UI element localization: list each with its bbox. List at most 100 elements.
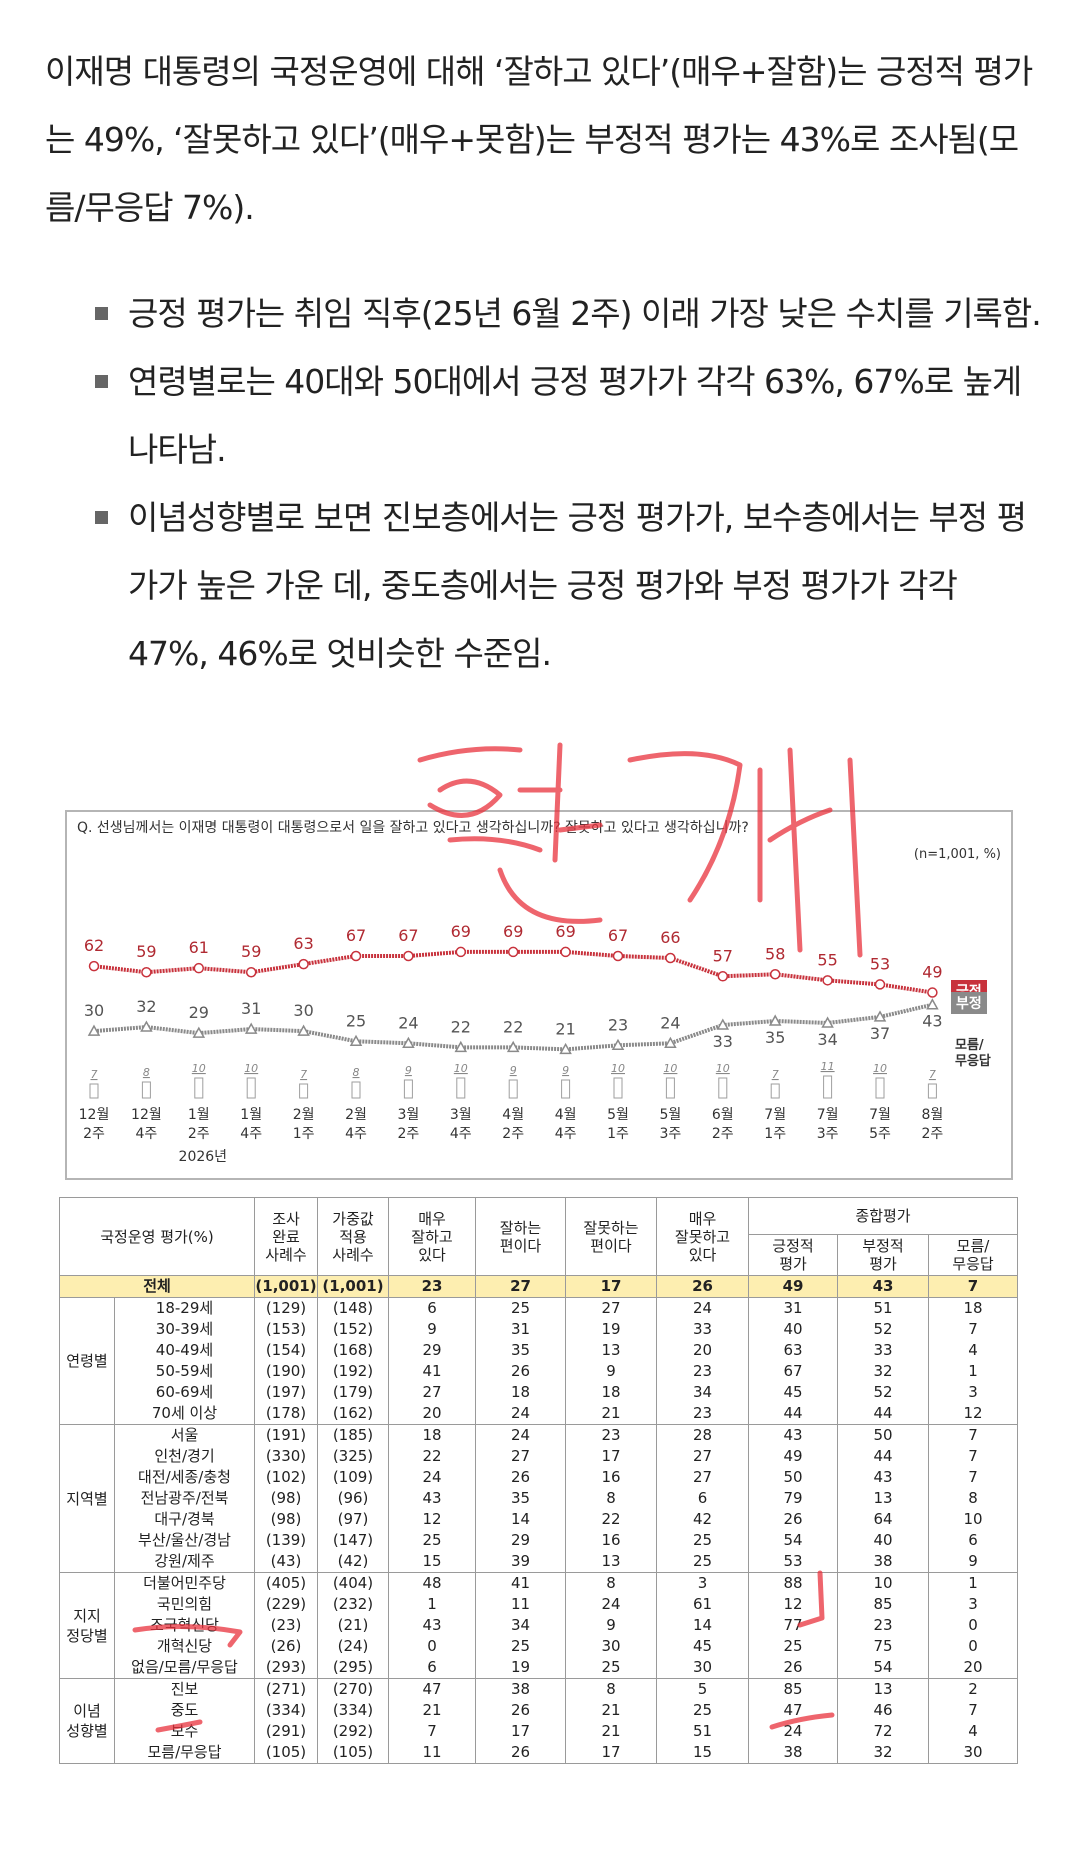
data-label: 69 — [555, 922, 575, 941]
cell: 27 — [656, 1467, 749, 1488]
x-tick-label: 2월 1주 — [292, 1107, 315, 1142]
row-label: 서울 — [114, 1424, 255, 1446]
data-label: 8 — [143, 1066, 150, 1079]
cell: (129) — [254, 1297, 318, 1319]
data-label: 33 — [713, 1032, 733, 1051]
marker — [244, 1022, 258, 1034]
cell: 43 — [388, 1615, 476, 1636]
data-row: 전남광주/전북 (98) (96) 43 35 8 6 79 13 8 — [60, 1488, 1018, 1509]
marker — [141, 966, 152, 978]
cell: 12 — [388, 1509, 476, 1530]
cell: (109) — [317, 1467, 389, 1488]
cell: (168) — [317, 1340, 389, 1361]
cell: 22 — [388, 1446, 476, 1467]
cell: 1 — [928, 1361, 1018, 1382]
legend-label: 모름/ 무응답 — [955, 1038, 991, 1069]
cell: 2 — [928, 1678, 1018, 1700]
x-tick-label: 7월 5주 — [869, 1107, 891, 1142]
row-label: 30-39세 — [114, 1319, 255, 1340]
cell: (271) — [254, 1678, 318, 1700]
cell: 64 — [837, 1509, 929, 1530]
data-label: 10 — [192, 1062, 206, 1075]
cell: (98) — [254, 1488, 318, 1509]
cell: 26 — [748, 1509, 838, 1530]
data-label: 8 — [353, 1066, 360, 1079]
cell: 26 — [475, 1742, 566, 1764]
cell: 16 — [565, 1467, 657, 1488]
cell: 26 — [656, 1275, 749, 1298]
marker — [88, 960, 100, 972]
data-row: 지역별 서울 (191) (185) 18 24 23 28 43 50 7 — [59, 1424, 1018, 1573]
cell: 63 — [748, 1340, 838, 1361]
cell: 8 — [928, 1488, 1018, 1509]
cell: 27 — [388, 1382, 476, 1403]
bar — [718, 1077, 728, 1099]
cell: 38 — [748, 1742, 838, 1764]
cell: (97) — [317, 1509, 389, 1530]
cell: 19 — [475, 1657, 566, 1679]
cell: 15 — [656, 1742, 749, 1764]
header-cell: 모름/ 무응답 — [928, 1234, 1018, 1276]
marker — [455, 946, 467, 958]
cell: 33 — [837, 1340, 929, 1361]
cell: (190) — [254, 1361, 318, 1382]
data-label: 10 — [716, 1062, 730, 1075]
year-label: 2026년 — [178, 1149, 228, 1165]
x-tick-label: 1월 4주 — [240, 1107, 263, 1142]
data-row: 대전/세종/충청 (102) (109) 24 26 16 27 50 43 7 — [60, 1467, 1018, 1488]
cell: 43 — [837, 1275, 929, 1298]
cell: (330) — [254, 1446, 318, 1467]
cell: 67 — [748, 1361, 838, 1382]
cell: 30 — [656, 1657, 749, 1679]
cell: 18 — [388, 1424, 476, 1446]
cell: 30 — [928, 1742, 1018, 1764]
cell: 26 — [748, 1657, 838, 1679]
cell: 24 — [388, 1467, 476, 1488]
bar — [194, 1077, 204, 1099]
cell: 44 — [837, 1403, 929, 1425]
data-label: 32 — [136, 997, 156, 1016]
cell: (1,001) — [254, 1275, 318, 1298]
bar — [246, 1077, 256, 1099]
x-tick-label: 5월 1주 — [607, 1107, 629, 1142]
cell: (178) — [254, 1403, 318, 1425]
row-label: 모름/무응답 — [114, 1742, 255, 1764]
cell: 52 — [837, 1319, 929, 1340]
data-label: 43 — [922, 1012, 942, 1031]
cell: (292) — [317, 1721, 389, 1742]
marker — [403, 950, 414, 962]
data-row: 이념 성향별 진보 (271) (270) 47 38 8 5 85 13 2 — [59, 1678, 1018, 1764]
marker — [298, 958, 309, 970]
bar — [561, 1079, 571, 1099]
marker — [87, 1024, 101, 1036]
cell: 4 — [928, 1721, 1018, 1742]
header-row: 긍정적 평가 부정적 평가 모름/ 무응답 — [60, 1234, 1018, 1276]
data-label: 53 — [870, 954, 890, 973]
cell: 42 — [656, 1509, 749, 1530]
cell: 13 — [837, 1488, 929, 1509]
cell: 23 — [565, 1424, 657, 1446]
cell: (96) — [317, 1488, 389, 1509]
x-tick-label: 6월 2주 — [711, 1107, 734, 1142]
group-label: 이념 성향별 — [59, 1678, 115, 1764]
cell: 23 — [656, 1403, 749, 1425]
cell: 6 — [388, 1297, 476, 1319]
cell: (148) — [317, 1297, 389, 1319]
data-label: 35 — [765, 1028, 785, 1047]
cell: 24 — [475, 1403, 566, 1425]
cell: 45 — [656, 1636, 749, 1657]
cell: 28 — [656, 1424, 749, 1446]
cell: 11 — [475, 1594, 566, 1615]
data-row: 40-49세 (154) (168) 29 35 13 20 63 33 4 — [60, 1340, 1018, 1361]
cell: 25 — [656, 1700, 749, 1721]
cell: 7 — [388, 1721, 476, 1742]
cell: (162) — [317, 1403, 389, 1425]
data-label: 10 — [611, 1062, 625, 1075]
cell: (43) — [254, 1551, 318, 1573]
series-line — [93, 949, 933, 995]
marker — [140, 1020, 153, 1032]
marker — [245, 966, 257, 978]
cell: 53 — [748, 1551, 838, 1573]
cell: 3 — [928, 1594, 1018, 1615]
data-label: 58 — [765, 944, 785, 963]
